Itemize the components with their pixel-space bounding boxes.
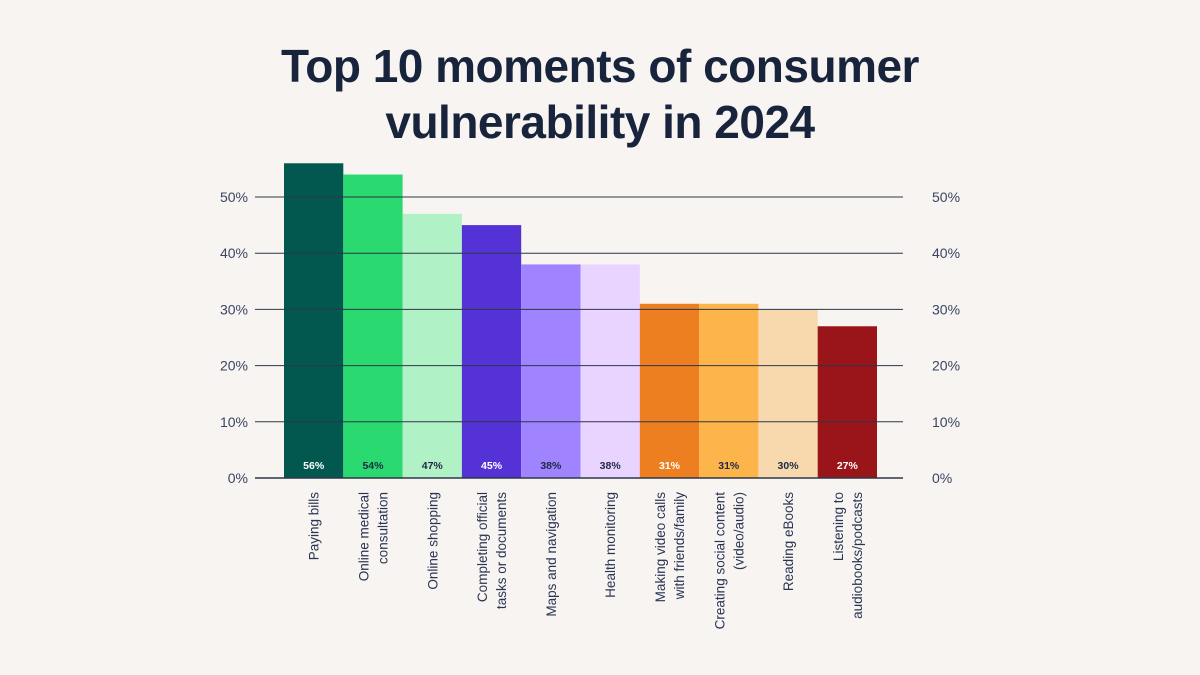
y-tick-label-left: 30%: [220, 301, 248, 317]
y-tick-label-left: 10%: [220, 414, 248, 430]
x-tick-label-line: Maps and navigation: [544, 492, 559, 617]
x-tick-label-line: Health monitoring: [603, 492, 618, 598]
x-tick-label: Paying bills: [307, 492, 322, 561]
chart-title-line-2: vulnerability in 2024: [385, 96, 815, 148]
x-tick-label-text: Creating social content (video/audio): [712, 492, 746, 630]
x-tick-label-line: with friends/family: [672, 492, 687, 601]
bar: [461, 225, 522, 478]
x-tick-label: Completing official tasks or documents: [475, 492, 509, 609]
data-label: 30%: [778, 460, 800, 472]
x-tick-label-line: Listening to: [831, 492, 846, 561]
x-tick-label-line: Creating social content: [712, 492, 727, 630]
y-tick-label-right: 40%: [932, 245, 960, 261]
x-tick-label: Maps and navigation: [544, 492, 559, 617]
bar: [580, 264, 640, 478]
y-tick-label-right: 10%: [932, 414, 960, 430]
data-label: 47%: [422, 460, 444, 472]
y-tick-label-right: 20%: [932, 358, 960, 374]
x-tick-label-text: Completing official tasks or documents: [475, 492, 509, 609]
bar: [758, 309, 818, 478]
y-tick-label-left: 50%: [220, 189, 248, 205]
chart-title-line-1: Top 10 moments of consumer: [281, 40, 919, 92]
data-label: 31%: [718, 460, 740, 472]
data-label: 38%: [540, 460, 562, 472]
y-tick-label-left: 20%: [220, 358, 248, 374]
x-tick-label-line: Making video calls: [653, 492, 668, 603]
x-tick-label-text: Listening to audiobooks/podcasts: [831, 492, 865, 619]
x-tick-label: Listening to audiobooks/podcasts: [831, 492, 865, 619]
x-tick-label-text: Health monitoring: [603, 492, 618, 598]
bar: [521, 264, 581, 478]
data-label: 31%: [659, 460, 681, 472]
x-tick-label-line: Reading eBooks: [781, 492, 796, 591]
y-tick-label-right: 50%: [932, 189, 960, 205]
x-tick-label: Creating social content (video/audio): [712, 492, 746, 630]
y-tick-label-right: 0%: [932, 470, 952, 486]
data-label: 56%: [303, 460, 325, 472]
bar: [402, 213, 462, 479]
chart-title: Top 10 moments of consumer vulnerability…: [0, 38, 1200, 150]
x-tick-label-line: Paying bills: [307, 492, 322, 561]
x-tick-label-line: audiobooks/podcasts: [850, 492, 865, 619]
y-tick-label-left: 0%: [228, 470, 248, 486]
data-label: 54%: [362, 460, 384, 472]
x-tick-label-line: consultation: [375, 492, 390, 564]
x-tick-label-text: Reading eBooks: [781, 492, 796, 591]
x-tick-label: Online medical consultation: [356, 492, 390, 581]
data-label: 38%: [600, 460, 622, 472]
data-label: 27%: [837, 460, 859, 472]
x-tick-label-line: Online shopping: [425, 492, 440, 590]
x-tick-label: Making video calls with friends/family: [653, 492, 687, 603]
x-tick-label-line: (video/audio): [731, 492, 746, 570]
bar: [284, 163, 344, 478]
x-tick-label-text: Paying bills: [307, 492, 322, 561]
x-tick-label: Online shopping: [425, 492, 440, 590]
y-tick-label-left: 40%: [220, 245, 248, 261]
x-tick-label: Reading eBooks: [781, 492, 796, 591]
y-tick-label-right: 30%: [932, 301, 960, 317]
x-tick-label-text: Maps and navigation: [544, 492, 559, 617]
bar: [817, 326, 877, 478]
x-tick-label-text: Online shopping: [425, 492, 440, 590]
x-tick-label: Health monitoring: [603, 492, 618, 598]
data-label: 45%: [481, 460, 503, 472]
bar: [343, 174, 403, 478]
bar: [639, 303, 700, 478]
bar: [699, 303, 759, 478]
x-tick-label-line: tasks or documents: [494, 492, 509, 609]
x-tick-label-line: Online medical: [356, 492, 371, 581]
x-tick-label-text: Making video calls with friends/family: [653, 492, 687, 603]
x-tick-label-text: Online medical consultation: [356, 492, 390, 581]
x-tick-label-line: Completing official: [475, 492, 490, 602]
